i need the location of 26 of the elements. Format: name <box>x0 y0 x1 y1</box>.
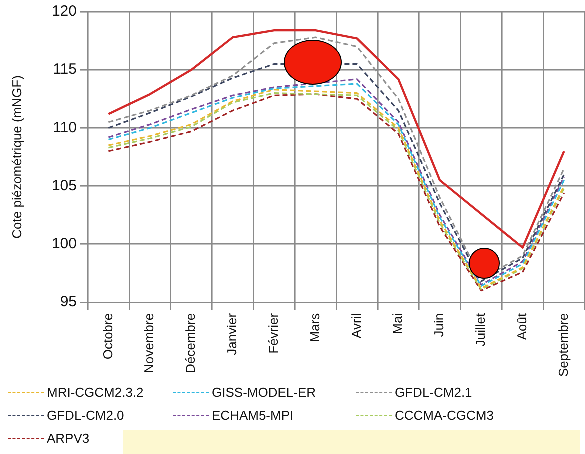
legend-label: ECHAM5-MPI <box>212 408 294 423</box>
x-tick-label: Juin <box>432 313 447 338</box>
y-axis-title: Cote piézométrique (mNGF) <box>9 76 24 239</box>
y-tick-label: 105 <box>52 177 77 194</box>
x-tick-label: Décembre <box>183 313 198 374</box>
x-tick-label: Septembre <box>556 313 571 378</box>
legend-label: MRI-CGCM2.3.2 <box>47 385 144 400</box>
x-tick-label: Avril <box>348 313 364 338</box>
legend-label: GFDL-CM2.1 <box>395 385 472 400</box>
y-tick-label: 95 <box>60 294 77 311</box>
x-tick-label: Mai <box>390 313 406 334</box>
y-tick-label: 110 <box>53 119 77 136</box>
legend-label: CCCMA-CGCM3 <box>395 408 494 423</box>
y-tick-label: 120 <box>52 3 77 20</box>
y-tick-label: 100 <box>52 235 77 252</box>
legend-label: GISS-MODEL-ER <box>212 385 316 400</box>
x-tick-label: Octobre <box>100 313 116 360</box>
legend-label: ARPV3 <box>47 431 90 446</box>
x-tick-label: Juillet <box>473 313 488 347</box>
x-tick-label: Mars <box>307 312 322 342</box>
x-tick-label: Novembre <box>142 313 157 374</box>
legend-label: GFDL-CM2.0 <box>47 408 124 423</box>
y-tick-label: 115 <box>53 61 77 78</box>
x-tick-label: Janvier <box>224 312 240 356</box>
x-tick-label: Février <box>266 312 281 354</box>
x-tick-label: Août <box>514 313 530 340</box>
